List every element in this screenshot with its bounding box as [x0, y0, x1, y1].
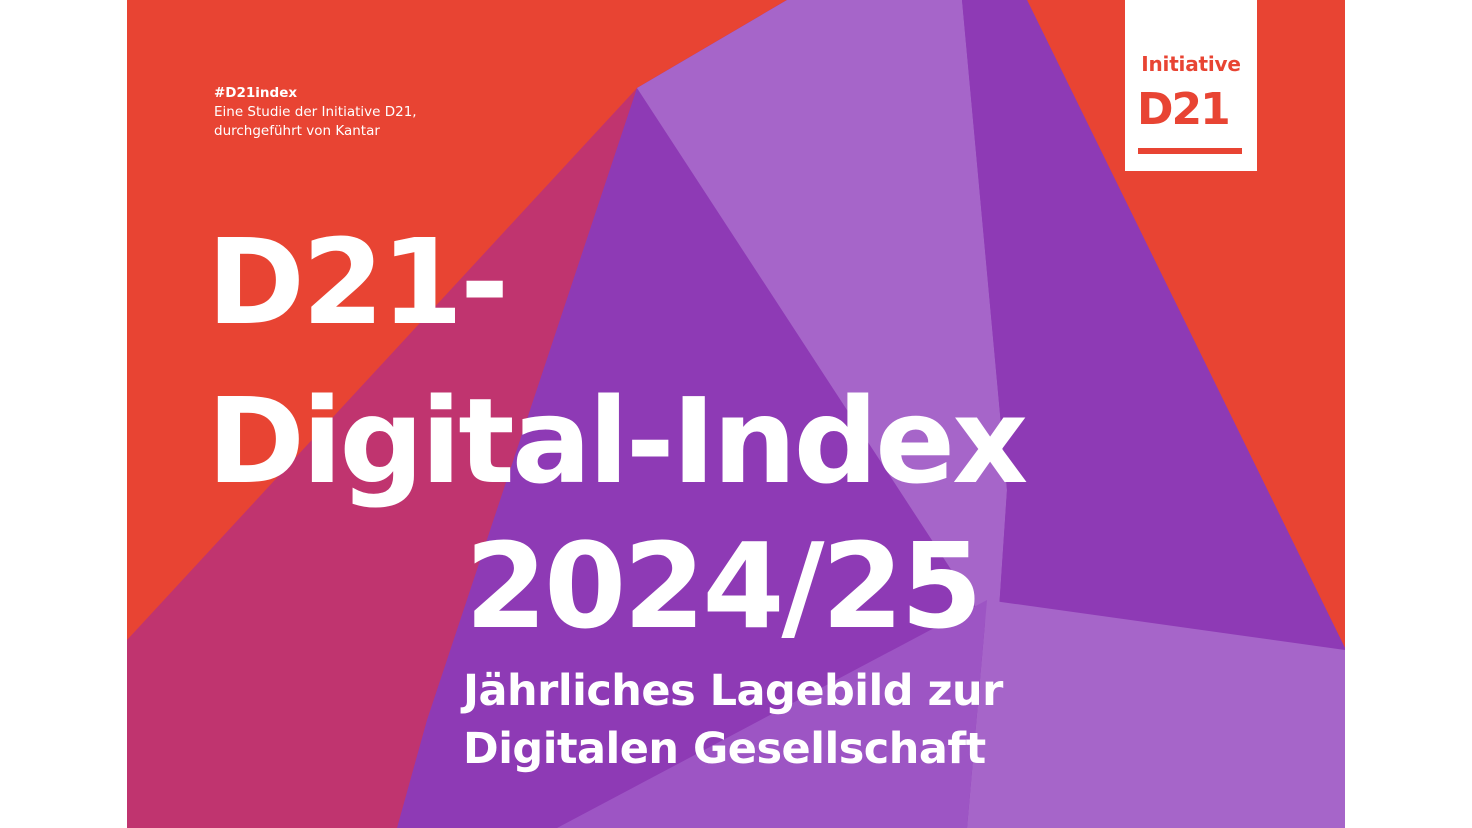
title-line-2: Digital-Index	[207, 372, 1028, 510]
bg-lavender-top	[637, 0, 1007, 640]
hashtag: #D21index	[214, 85, 298, 101]
bg-lavender-mid	[557, 600, 987, 828]
study-info: #D21index Eine Studie der Initiative D21…	[214, 84, 417, 141]
title-line-1: D21-	[207, 213, 509, 351]
logo-d21-text: D21	[1137, 84, 1231, 135]
report-cover: #D21index Eine Studie der Initiative D21…	[127, 0, 1345, 828]
study-by: Eine Studie der Initiative D21,	[214, 104, 417, 120]
logo-underline	[1138, 148, 1242, 154]
subtitle-line-2: Digitalen Gesellschaft	[463, 724, 986, 774]
initiative-d21-logo: Initiative D21	[1125, 0, 1257, 171]
bg-lavender-bottom	[967, 600, 1345, 828]
conducted-by: durchgeführt von Kantar	[214, 123, 380, 139]
title-line-3: 2024/25	[465, 517, 983, 655]
logo-initiative-text: Initiative	[1141, 52, 1241, 76]
subtitle-line-1: Jährliches Lagebild zur	[463, 666, 1003, 716]
